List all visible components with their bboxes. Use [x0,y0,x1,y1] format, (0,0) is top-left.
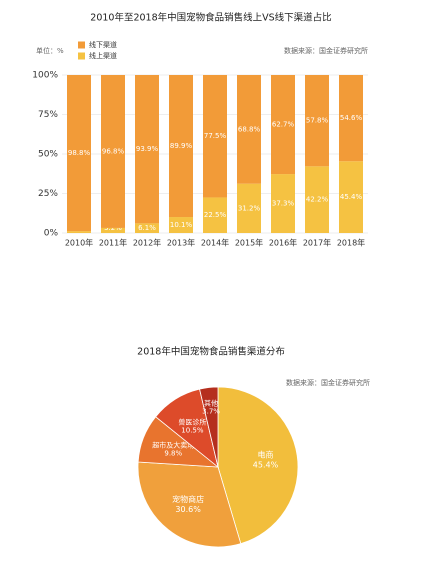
bar-segment [169,217,193,233]
bar-segment [135,75,159,224]
bar-segment [237,75,261,184]
value-label: 93.9% [136,145,159,153]
value-label: 77.5% [204,132,227,140]
bar-segment [271,75,295,175]
value-label: 54.6% [340,114,363,122]
bar-segment [305,75,329,167]
legend-label: 线上渠道 [89,51,117,60]
source: 数据来源：国金证券研究所 [286,378,370,387]
bar-segment [169,75,193,218]
y-tick-label: 100% [32,71,58,81]
x-tick-label: 2018年 [337,238,365,248]
x-tick-label: 2013年 [167,238,195,248]
slice-label: 兽医诊所 [178,417,206,426]
x-tick-label: 2017年 [303,238,331,248]
slice-value: 3.7% [202,407,220,415]
bar-segment [135,223,159,233]
value-label: 98.8% [68,149,91,157]
value-label: 62.7% [272,121,295,129]
x-tick-label: 2014年 [201,238,229,248]
value-label: 3.2% [104,224,122,232]
value-label: 37.3% [272,200,295,208]
value-label: 6.1% [138,224,156,232]
value-label: 96.8% [102,147,125,155]
source: 数据来源：国金证券研究所 [284,46,368,55]
y-tick-label: 75% [38,110,58,120]
bar-segment [203,197,227,233]
y-tick-label: 25% [38,189,58,199]
slice-label: 电商 [257,450,273,460]
bar-segment [101,227,125,233]
y-tick-label: 0% [44,229,59,239]
value-label: 10.1% [170,221,193,229]
slice-value: 9.8% [164,450,182,458]
x-tick-label: 2011年 [99,238,127,248]
bar-segment [339,161,363,233]
value-label: 68.8% [238,125,261,133]
value-label: 45.4% [340,193,363,201]
value-label: 22.5% [204,211,227,219]
value-label: 89.9% [170,142,193,150]
bar-segment [271,174,295,233]
x-tick-label: 2015年 [235,238,263,248]
bar-segment [305,166,329,233]
value-label: 31.2% [238,204,261,212]
slice-label: 其他 [204,398,218,407]
pie-slice [137,461,242,548]
x-tick-label: 2010年 [65,238,93,248]
pie-slice [217,386,299,545]
value-label: 57.8% [306,117,329,125]
slice-value: 45.4% [253,461,279,470]
slice-label: 超市及大卖场 [152,441,194,450]
bar-segment [237,183,261,233]
bar-segment [339,75,363,162]
legend-swatch [78,41,85,49]
chart-title: 2018年中国宠物食品销售渠道分布 [137,346,285,358]
slice-value: 10.5% [181,426,204,434]
x-tick-label: 2012年 [133,238,161,248]
pie-slice [199,386,219,468]
legend-swatch [78,52,85,60]
bar-segment [67,75,91,232]
unit-label: 单位：% [36,46,64,55]
value-label: 42.2% [306,196,329,204]
bar-segment [203,75,227,198]
chart-title: 2010年至2018年中国宠物食品销售线上VS线下渠道占比 [90,12,331,24]
bar-segment [67,231,91,233]
y-tick-label: 50% [38,150,58,160]
slice-label: 宠物商店 [172,494,204,504]
x-tick-label: 2016年 [269,238,297,248]
bar-segment [101,75,125,228]
legend-label: 线下渠道 [89,40,117,49]
slice-value: 30.6% [175,505,201,514]
